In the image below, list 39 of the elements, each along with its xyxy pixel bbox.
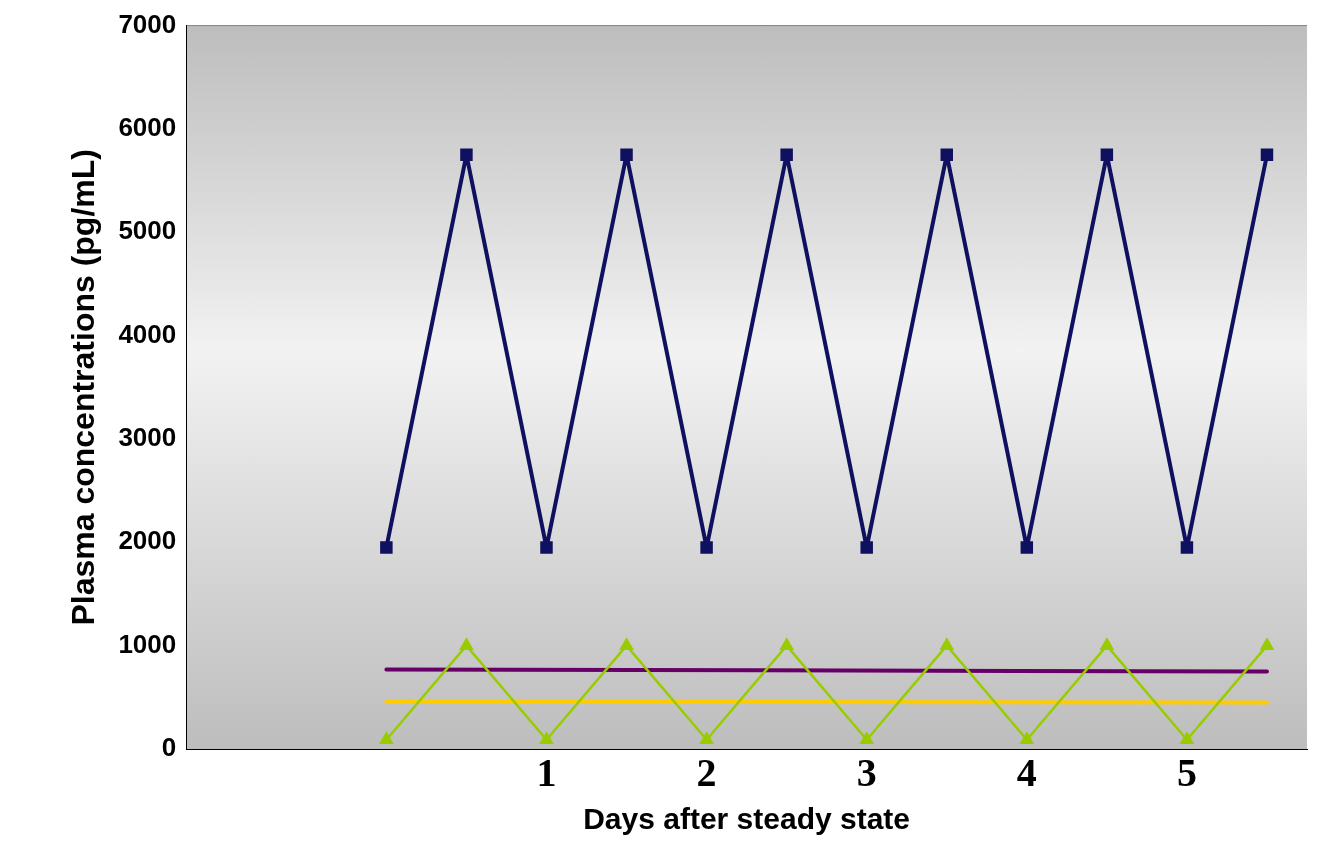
point	[1260, 148, 1274, 162]
y-tick-label: 5000	[118, 215, 177, 246]
y-tick-label: 7000	[118, 8, 177, 39]
x-tick-label: 3	[856, 750, 877, 796]
point	[940, 638, 954, 650]
y-tick-label: 3000	[118, 422, 177, 453]
point	[860, 541, 873, 554]
x-axis-title: Days after steady state	[583, 802, 911, 836]
point	[700, 732, 714, 744]
y-tick-label: 6000	[118, 112, 177, 143]
y-tick-label: 2000	[118, 525, 177, 556]
point	[780, 148, 793, 162]
point	[1020, 541, 1034, 554]
x-tick-label: 4	[1016, 750, 1037, 796]
point	[620, 148, 633, 162]
x-tick-label: 5	[1176, 750, 1197, 796]
y-axis-title: Plasma concentrations (pg/mL)	[65, 149, 102, 626]
point	[1020, 732, 1034, 744]
y-tick-label: 4000	[118, 318, 177, 349]
point	[540, 732, 553, 744]
point	[1100, 638, 1114, 650]
point	[460, 148, 473, 162]
x-tick-label: 1	[536, 750, 557, 796]
point	[459, 638, 473, 650]
point	[380, 541, 393, 554]
point	[700, 541, 713, 554]
point	[940, 148, 953, 162]
point	[780, 638, 794, 650]
point	[1260, 638, 1274, 650]
point	[379, 732, 393, 744]
point	[1180, 541, 1194, 554]
point	[620, 638, 633, 650]
point	[860, 732, 874, 744]
y-tick-label: 1000	[118, 628, 177, 659]
point	[1100, 148, 1114, 162]
x-tick-label: 2	[696, 750, 717, 796]
point	[1180, 732, 1194, 744]
y-tick-label: 0	[161, 732, 177, 763]
point	[540, 541, 553, 554]
